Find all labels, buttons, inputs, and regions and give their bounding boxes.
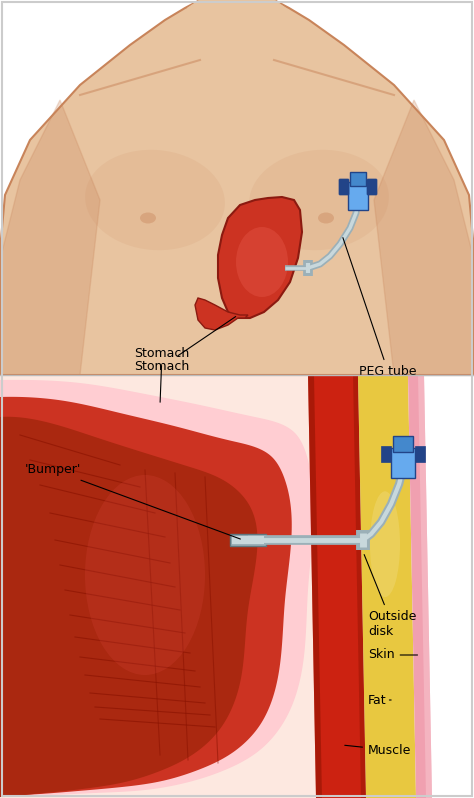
Bar: [0, 375, 474, 798]
Ellipse shape: [85, 475, 205, 675]
Bar: [391, 448, 415, 478]
Text: PEG tube: PEG tube: [343, 238, 417, 378]
Text: Stomach: Stomach: [134, 347, 190, 402]
Text: Outside
disk: Outside disk: [364, 555, 416, 638]
Ellipse shape: [370, 492, 400, 597]
Ellipse shape: [318, 212, 334, 223]
Ellipse shape: [140, 212, 156, 223]
Ellipse shape: [157, 100, 317, 320]
Polygon shape: [0, 100, 100, 375]
Text: Fat: Fat: [368, 693, 391, 706]
Polygon shape: [0, 375, 340, 798]
Ellipse shape: [249, 150, 389, 251]
FancyBboxPatch shape: [339, 179, 349, 195]
Bar: [0, 0, 474, 375]
Polygon shape: [218, 197, 302, 318]
Polygon shape: [418, 375, 432, 798]
Polygon shape: [358, 375, 416, 798]
Bar: [350, 172, 366, 186]
Polygon shape: [0, 0, 474, 375]
Bar: [393, 436, 413, 452]
Polygon shape: [0, 380, 314, 798]
Polygon shape: [0, 417, 257, 798]
Polygon shape: [186, 0, 287, 85]
Text: 'Bumper': 'Bumper': [25, 464, 240, 539]
Ellipse shape: [236, 227, 288, 297]
Polygon shape: [308, 375, 322, 798]
Polygon shape: [308, 375, 366, 798]
Polygon shape: [195, 298, 248, 330]
Polygon shape: [353, 375, 366, 798]
FancyBboxPatch shape: [367, 179, 377, 195]
Bar: [415, 446, 425, 462]
Bar: [230, 534, 266, 546]
Polygon shape: [408, 375, 432, 798]
Text: Skin: Skin: [368, 649, 418, 662]
Bar: [348, 182, 368, 210]
Polygon shape: [374, 100, 474, 375]
Text: Muscle: Muscle: [345, 744, 411, 757]
Ellipse shape: [85, 150, 225, 251]
Polygon shape: [0, 397, 292, 798]
Bar: [381, 446, 391, 462]
Bar: [232, 536, 264, 544]
Text: Stomach: Stomach: [134, 317, 236, 373]
